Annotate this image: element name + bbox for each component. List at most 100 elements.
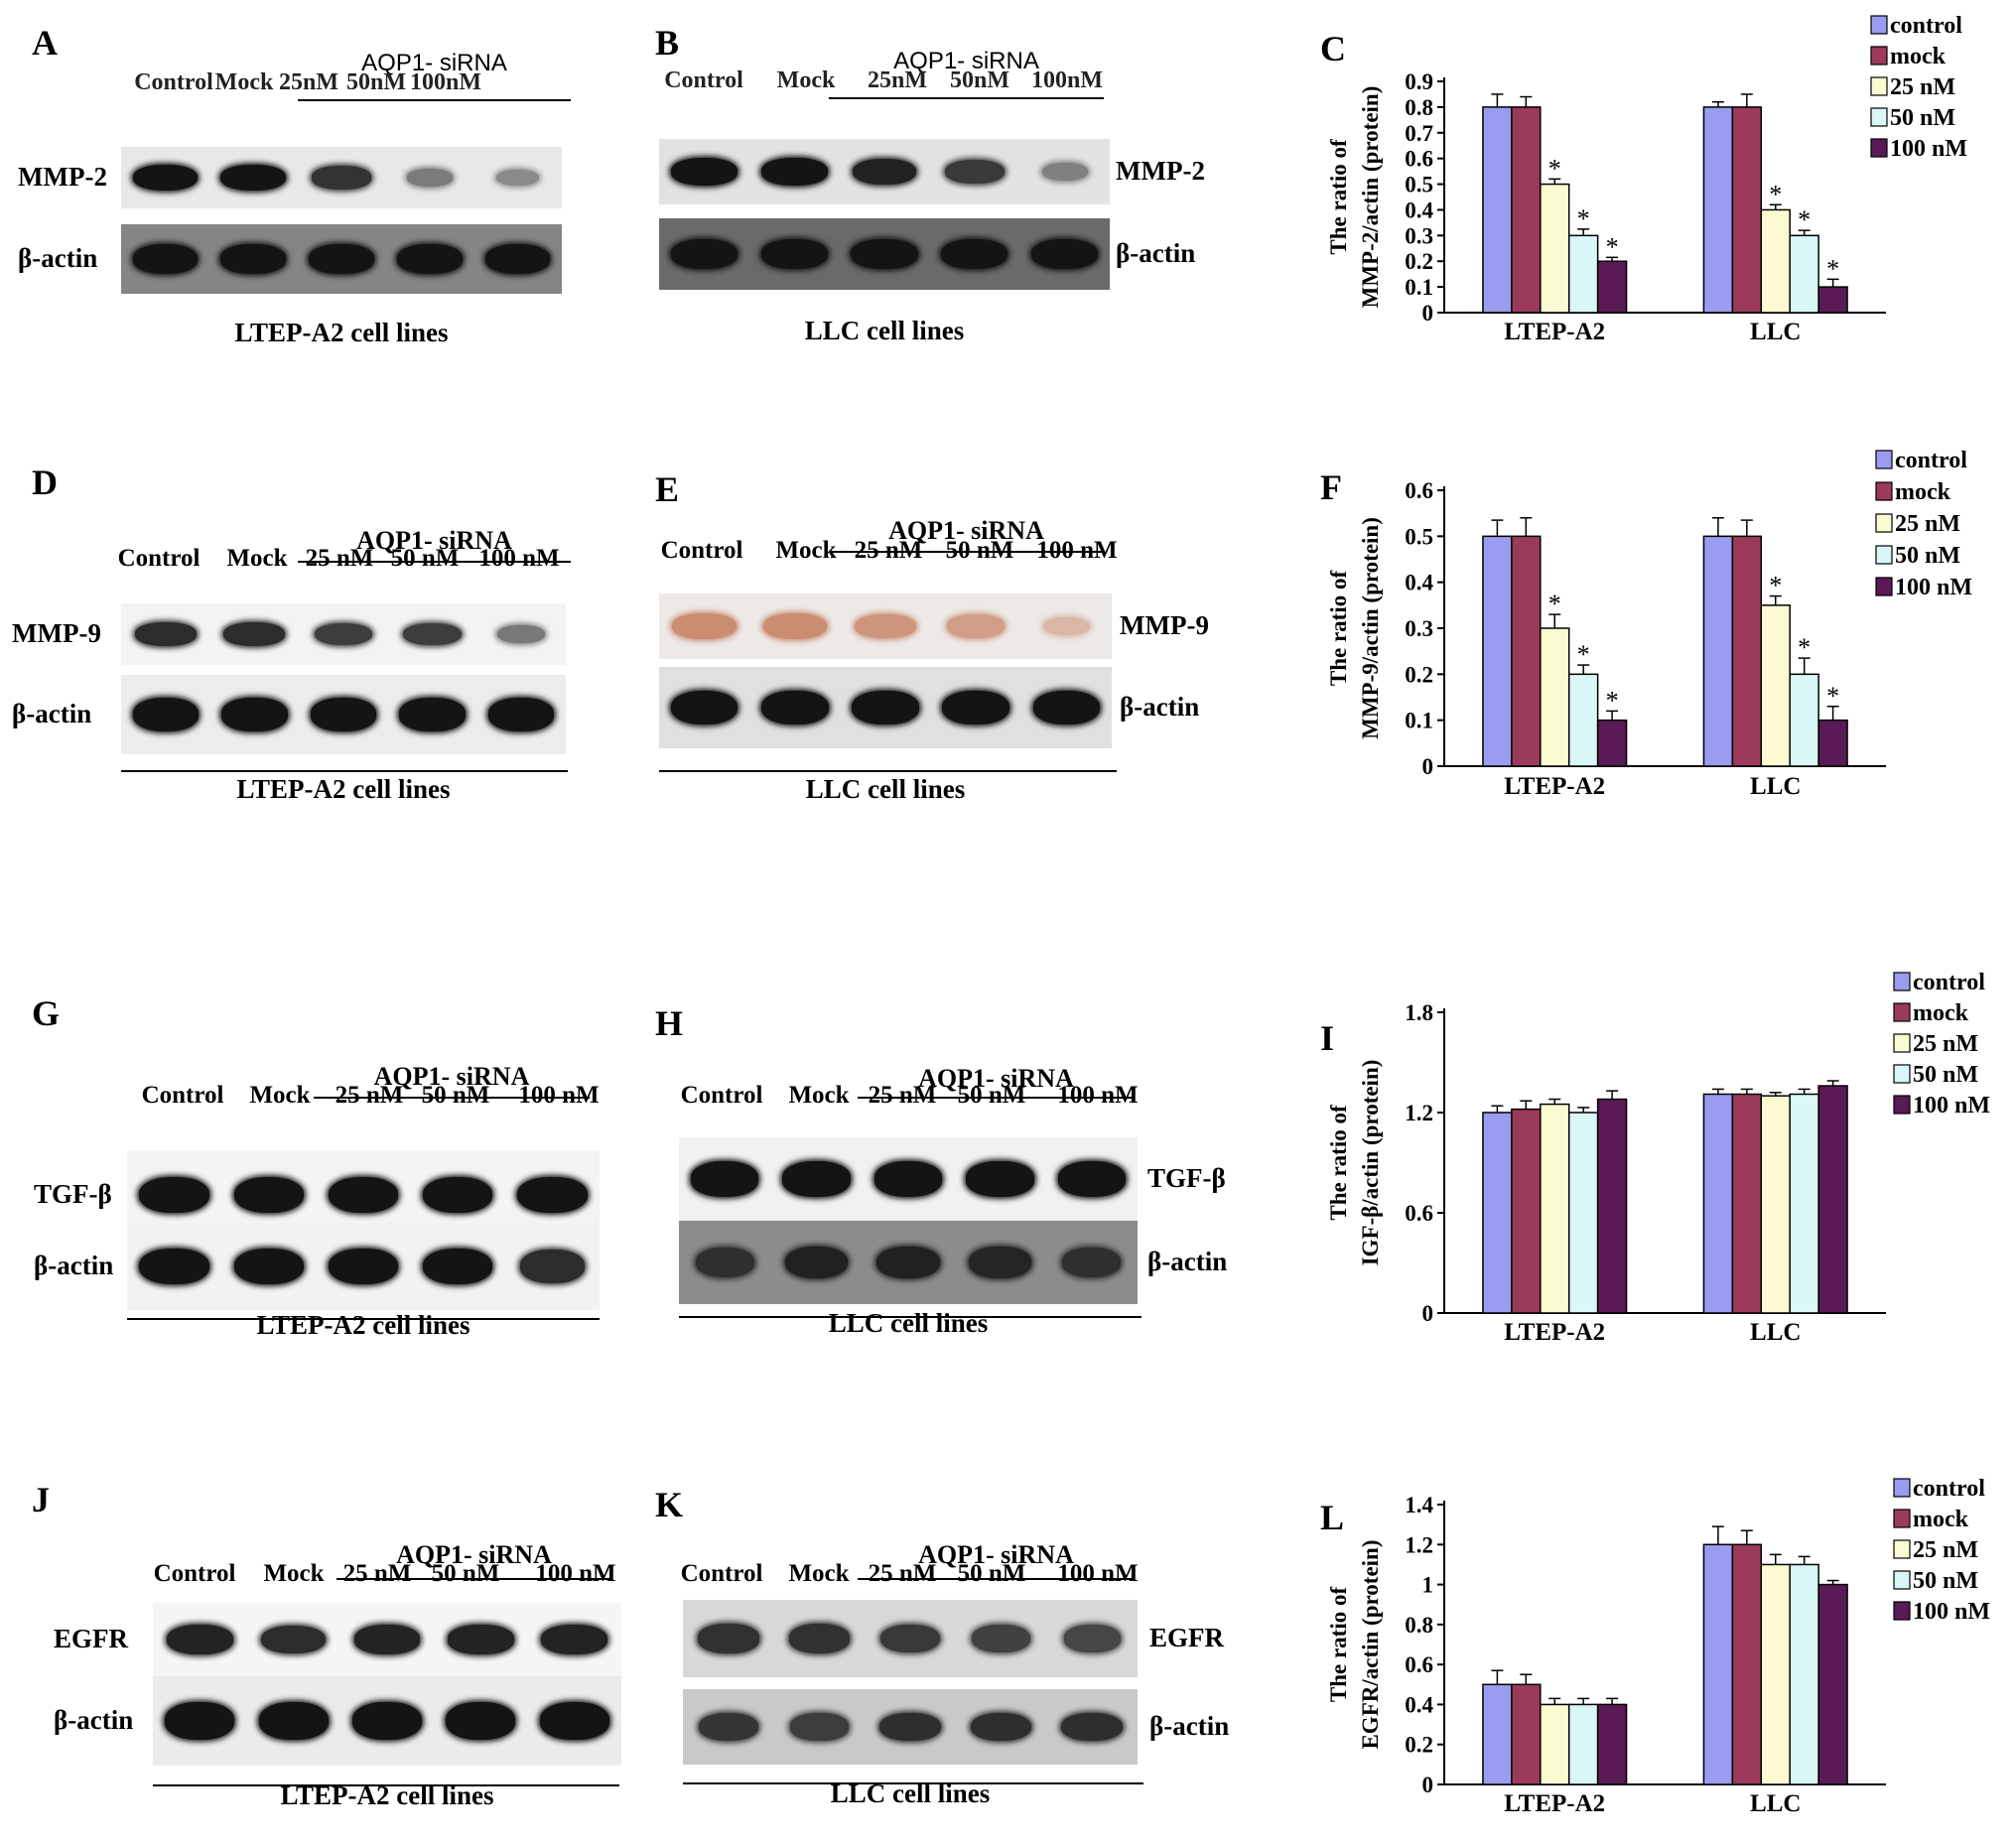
panel-letter: C: [1320, 29, 1346, 68]
lane-label: Mock: [775, 537, 837, 564]
legend-label: 50 nM: [1913, 1062, 1978, 1088]
protein-band: [132, 244, 199, 274]
protein-band: [139, 1248, 209, 1285]
protein-band: [220, 164, 287, 191]
protein-row-label: β-actin: [34, 1251, 114, 1280]
lane-label: 50nM: [346, 69, 406, 95]
y-tick-label: 0.4: [1405, 198, 1433, 222]
y-tick-label: 0.5: [1405, 524, 1433, 549]
significance-mark: *: [1798, 633, 1811, 662]
protein-band: [695, 1248, 754, 1277]
y-tick-label: 0: [1422, 1301, 1434, 1326]
y-tick-label: 0.4: [1405, 1692, 1433, 1717]
legend-swatch: [1893, 1033, 1911, 1053]
y-tick-label: 0: [1422, 1773, 1434, 1797]
protein-band: [221, 698, 288, 731]
legend-label: mock: [1895, 479, 1951, 505]
protein-band: [495, 169, 540, 187]
legend-label: 100 nM: [1890, 136, 1967, 162]
cell-line-label: LLC cell lines: [828, 1308, 989, 1338]
protein-band: [762, 612, 827, 640]
protein-band: [223, 621, 286, 647]
siRNA-bracket-line: [858, 1578, 1135, 1580]
y-axis-label: IGF-β/actin (protein): [1358, 1060, 1383, 1266]
protein-band: [855, 613, 916, 639]
protein-band: [310, 698, 377, 731]
legend-swatch: [1893, 972, 1911, 991]
significance-mark: *: [1606, 686, 1619, 715]
siRNA-bracket-line: [336, 1578, 611, 1580]
panel-letter: H: [655, 1003, 684, 1043]
lane-label: 25 nM: [342, 1560, 412, 1587]
protein-band: [1032, 690, 1101, 725]
siRNA-group-label: AQP1- siRNA: [396, 1540, 552, 1569]
cell-line-label: LLC cell lines: [830, 1778, 991, 1808]
protein-row-label: MMP-9: [1120, 610, 1209, 640]
y-tick-label: 1.8: [1405, 1000, 1433, 1025]
protein-band: [790, 1713, 849, 1741]
y-tick-label: 0.1: [1405, 275, 1433, 300]
protein-band: [970, 1712, 1032, 1742]
protein-band: [670, 158, 738, 186]
siRNA-bracket-line: [298, 561, 571, 563]
lane-label: 100 nM: [1057, 1560, 1139, 1587]
cell-line-label: LLC cell lines: [804, 316, 965, 345]
bar: [1702, 1543, 1734, 1785]
protein-band: [403, 622, 463, 646]
category-label: LTEP-A2: [1504, 1790, 1605, 1817]
legend-swatch: [1893, 1539, 1911, 1559]
siRNA-group-label: AQP1- siRNA: [356, 526, 512, 555]
protein-band: [314, 622, 373, 646]
lane-label: 100 nM: [478, 545, 560, 572]
legend-label: 25 nM: [1913, 1031, 1978, 1057]
bar: [1511, 1683, 1542, 1785]
y-tick-label: 0: [1422, 301, 1434, 326]
y-tick-label: 0.5: [1405, 173, 1433, 198]
y-tick-label: 0.6: [1405, 147, 1433, 172]
category-label: LTEP-A2: [1504, 773, 1605, 800]
significance-mark: *: [1798, 205, 1811, 234]
y-axis-label: EGFR/actin (protein): [1358, 1539, 1383, 1749]
y-tick-label: 0.6: [1405, 1652, 1433, 1677]
bar: [1482, 1683, 1513, 1785]
bar: [1817, 719, 1848, 767]
bar: [1817, 1085, 1848, 1314]
lane-label: Control: [153, 1560, 236, 1587]
protein-band: [1031, 238, 1099, 270]
cell-line-bracket: [153, 1784, 619, 1786]
protein-band: [1041, 162, 1088, 181]
siRNA-bracket-line: [858, 1097, 1135, 1099]
protein-band: [396, 244, 463, 274]
significance-mark: *: [1577, 640, 1590, 669]
bar: [1789, 1563, 1819, 1785]
protein-band: [672, 612, 737, 640]
cell-line-bracket: [679, 1316, 1142, 1318]
bar: [1731, 535, 1763, 767]
protein-band: [488, 698, 555, 731]
cell-line-label: LTEP-A2 cell lines: [236, 774, 451, 804]
category-label: LTEP-A2: [1504, 1319, 1605, 1346]
lane-label: Mock: [226, 545, 288, 572]
lane-label: Control: [680, 1560, 763, 1587]
significance-mark: *: [1548, 590, 1561, 618]
bar: [1817, 286, 1848, 314]
cell-line-bracket: [683, 1782, 1143, 1784]
protein-band: [309, 244, 374, 274]
protein-band: [972, 1625, 1030, 1652]
legend-swatch: [1875, 545, 1893, 565]
lane-label: 25nM: [868, 67, 927, 93]
panel-letter: G: [32, 993, 61, 1033]
lane-label: 25nM: [279, 69, 338, 95]
protein-band: [446, 1702, 516, 1740]
bar: [1596, 719, 1628, 767]
siRNA-group-label: AQP1- siRNA: [888, 516, 1044, 545]
lane-label: Control: [660, 537, 743, 564]
protein-band: [697, 1624, 759, 1653]
bar: [1596, 260, 1628, 314]
cell-line-label: LTEP-A2 cell lines: [256, 1310, 470, 1340]
protein-row-label: β-actin: [1116, 238, 1196, 268]
siRNA-bracket-line: [314, 1097, 590, 1099]
protein-band: [670, 690, 739, 725]
legend-swatch: [1893, 1601, 1911, 1621]
y-tick-label: 1.4: [1405, 1493, 1433, 1517]
